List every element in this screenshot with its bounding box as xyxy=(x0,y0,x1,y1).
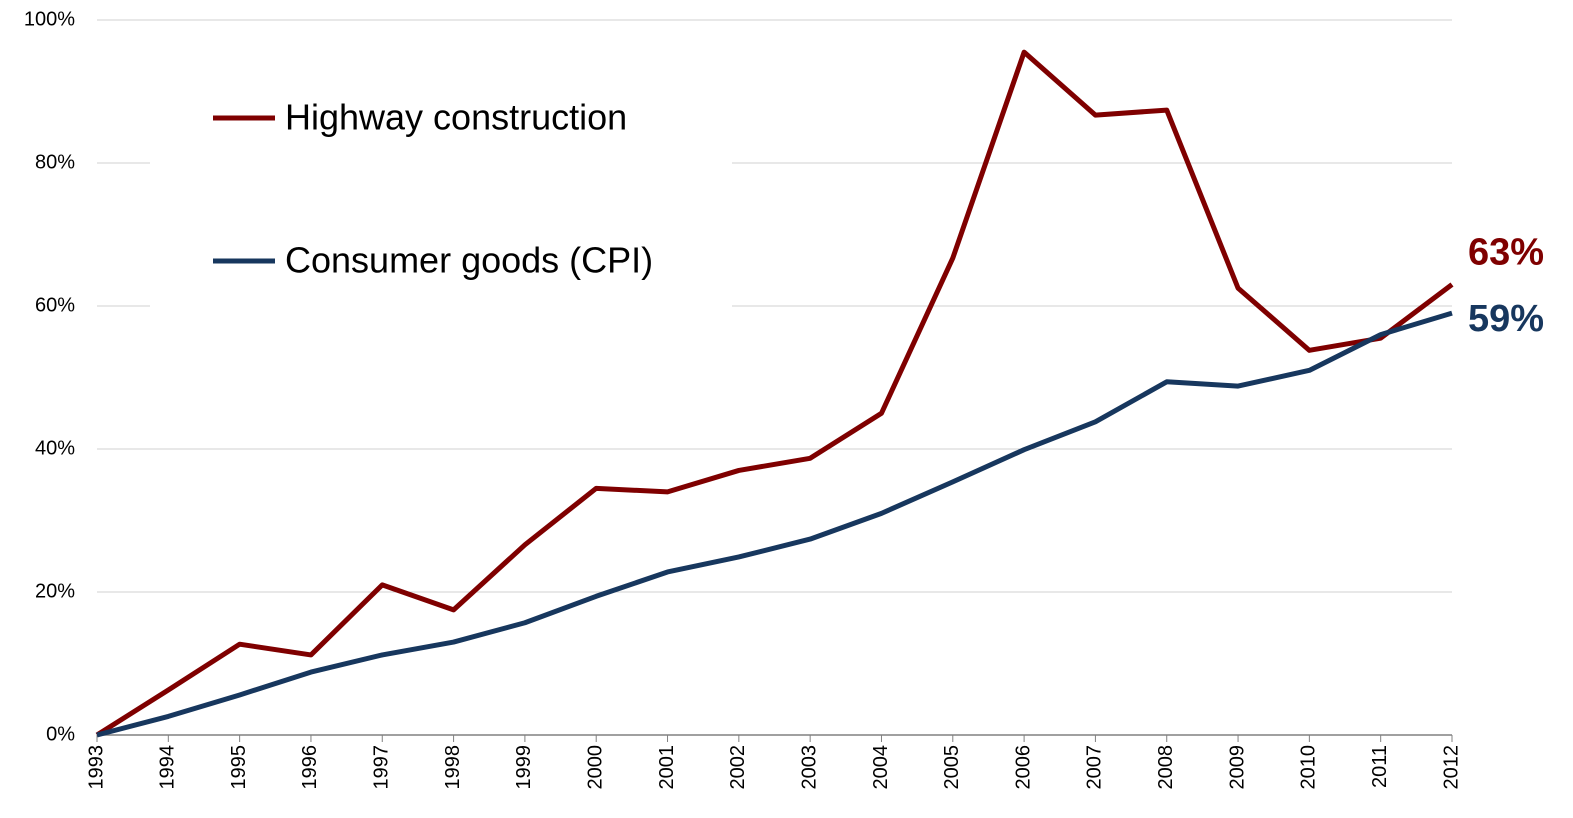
x-tick-label: 1999 xyxy=(513,745,535,790)
x-tick-label: 2010 xyxy=(1298,745,1320,790)
y-tick-label: 100% xyxy=(24,8,75,30)
end-label: 59% xyxy=(1468,298,1544,340)
x-tick-label: 2002 xyxy=(727,745,749,790)
x-tick-label: 2011 xyxy=(1369,745,1391,788)
x-tick-label: 2005 xyxy=(941,745,963,790)
x-tick-label: 2004 xyxy=(870,745,892,790)
x-tick-label: 1998 xyxy=(442,745,464,790)
end-label: 63% xyxy=(1468,232,1544,274)
series-line xyxy=(95,49,1454,738)
x-tick-label: 2009 xyxy=(1226,745,1248,790)
x-tick-label: 2001 xyxy=(656,745,678,790)
x-tick-label: 2006 xyxy=(1012,745,1034,790)
x-tick-label: 1996 xyxy=(299,745,321,790)
legend-box xyxy=(150,60,732,330)
x-tick-label: 1994 xyxy=(157,745,179,790)
x-tick-label: 1995 xyxy=(228,745,250,790)
y-tick-label: 80% xyxy=(35,151,75,173)
y-tick-label: 60% xyxy=(35,294,75,316)
x-tick-label: 2012 xyxy=(1440,745,1462,790)
x-tick-label: 1997 xyxy=(371,745,393,790)
series-line xyxy=(96,310,1453,738)
x-tick-label: 2008 xyxy=(1155,745,1177,790)
legend-label: Highway construction xyxy=(285,97,627,138)
x-tick-label: 2003 xyxy=(798,745,820,790)
legend-label: Consumer goods (CPI) xyxy=(285,240,653,281)
x-tick-label: 2007 xyxy=(1084,745,1106,790)
x-tick-label: 2000 xyxy=(584,745,606,790)
y-tick-label: 40% xyxy=(35,437,75,459)
y-tick-label: 0% xyxy=(46,723,75,745)
y-tick-label: 20% xyxy=(35,580,75,602)
x-tick-label: 1993 xyxy=(85,745,107,790)
